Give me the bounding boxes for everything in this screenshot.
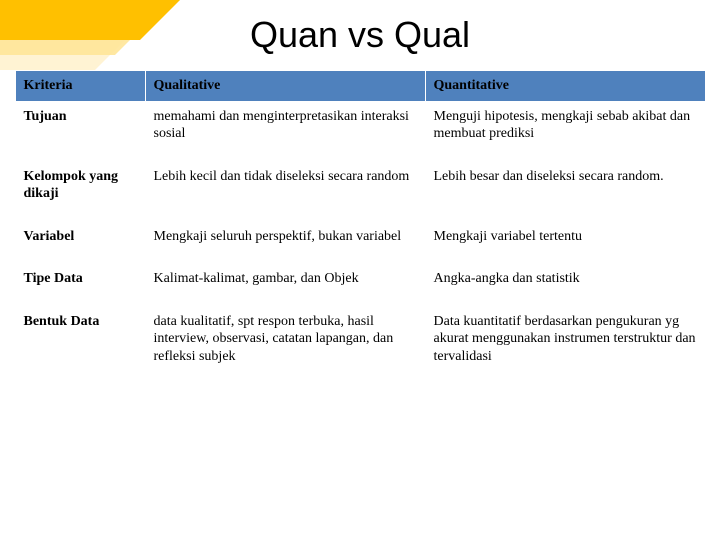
cell-quan: Angka-angka dan statistik [425, 264, 705, 307]
table-header-row: Kriteria Qualitative Quantitative [15, 71, 705, 102]
header-kriteria: Kriteria [15, 71, 145, 102]
comparison-table: Kriteria Qualitative Quantitative Tujuan… [15, 70, 706, 384]
table-row: Variabel Mengkaji seluruh perspektif, bu… [15, 221, 705, 264]
cell-kriteria: Variabel [15, 221, 145, 264]
cell-qual: Lebih kecil dan tidak diseleksi secara r… [145, 161, 425, 221]
cell-kriteria: Tipe Data [15, 264, 145, 307]
cell-qual: Mengkaji seluruh perspektif, bukan varia… [145, 221, 425, 264]
table-row: Bentuk Data data kualitatif, spt respon … [15, 306, 705, 384]
cell-qual: Kalimat-kalimat, gambar, dan Objek [145, 264, 425, 307]
cell-kriteria: Kelompok yang dikaji [15, 161, 145, 221]
table-row: Kelompok yang dikaji Lebih kecil dan tid… [15, 161, 705, 221]
cell-kriteria: Tujuan [15, 101, 145, 161]
page-title: Quan vs Qual [0, 0, 720, 66]
table-row: Tipe Data Kalimat-kalimat, gambar, dan O… [15, 264, 705, 307]
table-row: Tujuan memahami dan menginterpretasikan … [15, 101, 705, 161]
cell-qual: memahami dan menginterpretasikan interak… [145, 101, 425, 161]
cell-quan: Data kuantitatif berdasarkan pengukuran … [425, 306, 705, 384]
cell-quan: Mengkaji variabel tertentu [425, 221, 705, 264]
cell-quan: Lebih besar dan diseleksi secara random. [425, 161, 705, 221]
cell-kriteria: Bentuk Data [15, 306, 145, 384]
header-qualitative: Qualitative [145, 71, 425, 102]
header-quantitative: Quantitative [425, 71, 705, 102]
cell-qual: data kualitatif, spt respon terbuka, has… [145, 306, 425, 384]
cell-quan: Menguji hipotesis, mengkaji sebab akibat… [425, 101, 705, 161]
